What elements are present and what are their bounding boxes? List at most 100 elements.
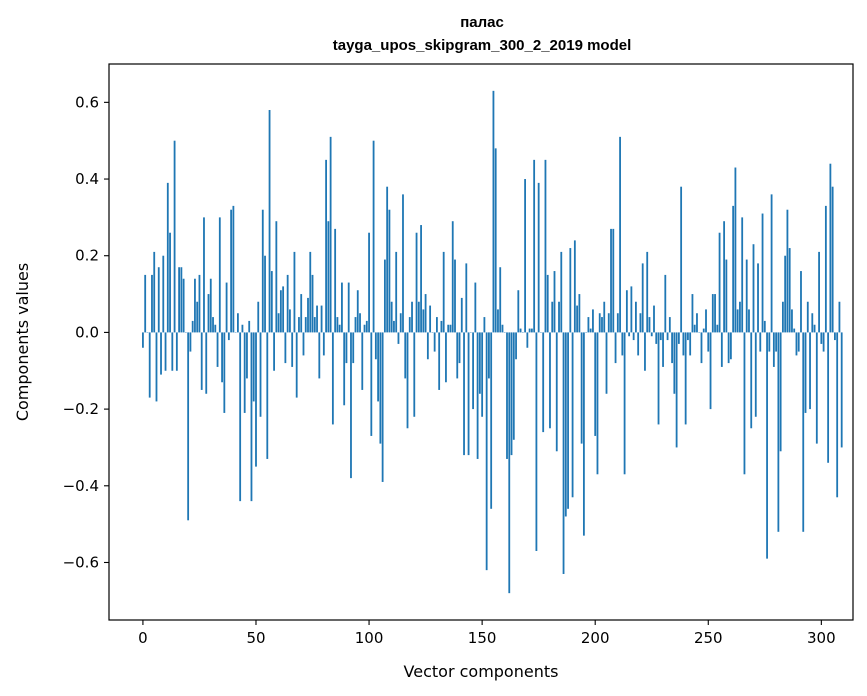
bar <box>295 332 298 398</box>
bar <box>264 255 266 333</box>
bar <box>300 294 303 333</box>
bar <box>298 317 300 333</box>
bar <box>711 294 714 333</box>
bar <box>456 332 459 379</box>
bar <box>255 332 257 467</box>
bar <box>273 332 275 371</box>
bar <box>614 332 617 364</box>
bar <box>784 255 787 333</box>
bar <box>207 294 210 333</box>
bar <box>488 332 490 379</box>
bar <box>589 328 592 333</box>
bar <box>309 251 312 333</box>
bar <box>596 332 599 475</box>
bar <box>691 294 694 333</box>
bar <box>478 332 481 394</box>
bar <box>664 274 667 333</box>
bar <box>356 290 359 333</box>
bar <box>379 332 382 444</box>
bar <box>524 179 526 333</box>
x-tick-label: 150 <box>468 629 497 647</box>
bar <box>325 159 327 333</box>
bar <box>748 309 750 333</box>
bar <box>227 332 230 341</box>
bar <box>388 209 391 333</box>
bar <box>528 328 531 333</box>
bar <box>472 332 474 410</box>
bar <box>189 332 192 352</box>
bar <box>408 317 411 333</box>
bar <box>623 332 626 475</box>
bar <box>402 194 404 333</box>
bar <box>277 313 280 333</box>
bar <box>474 282 477 333</box>
chart-title: палас <box>460 14 504 31</box>
bar <box>573 240 576 333</box>
bar <box>684 332 687 425</box>
bar <box>671 332 673 364</box>
bar <box>761 213 764 333</box>
y-tick-label: −0.4 <box>63 477 99 495</box>
bar <box>644 332 646 371</box>
bar <box>239 332 242 502</box>
bar <box>736 309 739 333</box>
bar <box>777 332 780 532</box>
bar <box>772 332 775 367</box>
bar <box>628 332 631 337</box>
bar <box>440 320 443 333</box>
bar <box>564 332 567 517</box>
bar <box>689 332 692 356</box>
bar <box>506 332 508 459</box>
bar <box>827 332 830 463</box>
bar <box>173 140 176 333</box>
bar <box>582 332 585 536</box>
bar <box>544 159 547 333</box>
bar <box>497 309 499 333</box>
bar <box>788 248 791 333</box>
bar <box>510 332 513 456</box>
bar <box>365 320 368 333</box>
bar <box>311 274 314 333</box>
bar <box>605 332 608 394</box>
bar <box>804 332 807 413</box>
bar <box>483 317 486 333</box>
bar <box>307 297 309 333</box>
y-tick-label: −0.6 <box>63 553 99 571</box>
bar <box>836 332 839 498</box>
bar <box>261 209 264 333</box>
bar <box>259 332 262 417</box>
bar <box>225 282 228 333</box>
bar <box>327 221 330 333</box>
bar <box>831 186 834 333</box>
bar <box>632 332 635 341</box>
bar <box>196 301 199 333</box>
bar <box>198 274 201 333</box>
bar <box>587 317 590 333</box>
y-tick-label: 0.0 <box>75 323 99 341</box>
bar <box>447 324 450 333</box>
bar <box>621 332 624 356</box>
bar <box>501 324 504 333</box>
bar <box>338 324 341 333</box>
bar <box>653 305 655 333</box>
bar <box>562 332 565 574</box>
bar <box>594 332 597 436</box>
bar <box>592 309 594 333</box>
bar <box>732 205 735 333</box>
bar <box>151 274 153 333</box>
bar <box>551 301 554 333</box>
bar <box>720 332 723 367</box>
bar <box>766 332 768 559</box>
bar <box>526 332 529 348</box>
bar <box>754 332 757 417</box>
bar <box>709 332 712 410</box>
bar <box>436 317 438 333</box>
bar <box>508 332 511 594</box>
bar <box>515 332 517 360</box>
bar <box>383 259 386 333</box>
bar <box>648 317 651 333</box>
bar <box>289 309 291 333</box>
bar <box>221 332 223 383</box>
bar <box>413 332 416 417</box>
bar <box>752 244 755 333</box>
